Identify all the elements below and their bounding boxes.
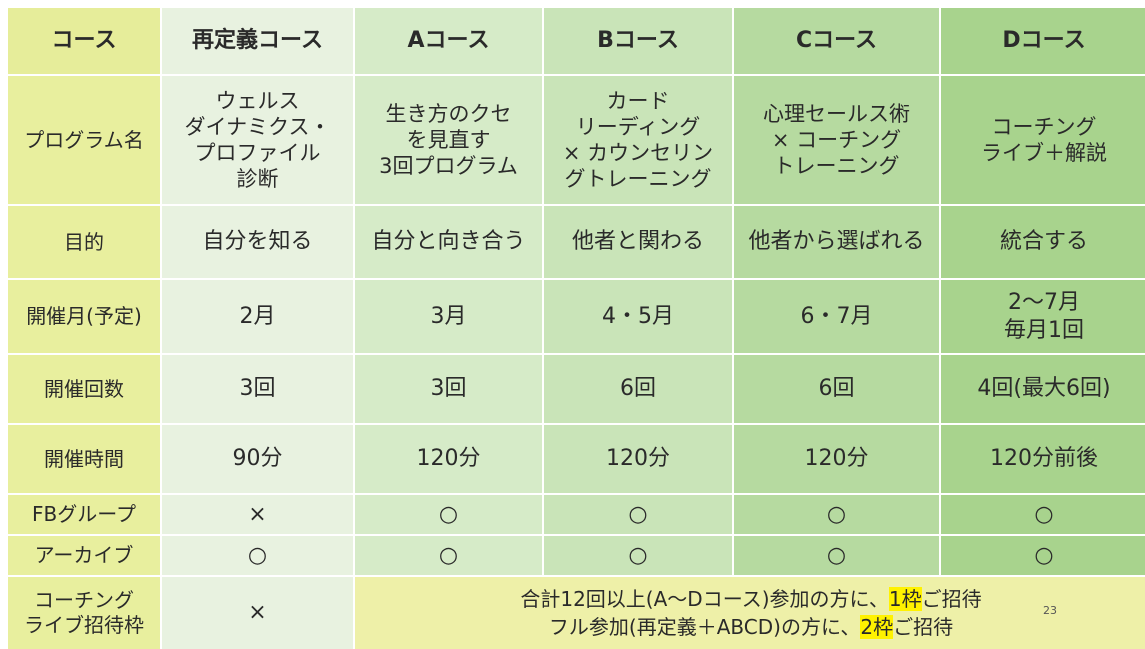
duration-redefine: 90分 — [162, 425, 353, 493]
row-label-fb-group: FBグループ — [8, 495, 160, 534]
header-d-course: Dコース — [941, 8, 1145, 74]
invite-redefine: × — [162, 577, 353, 649]
archive-d: ○ — [941, 536, 1145, 575]
invite-line-2-text: フル参加(再定義＋ABCD)の方に、 — [548, 615, 861, 639]
header-b-course: Bコース — [544, 8, 732, 74]
program-name-c: 心理セールス術 × コーチング トレーニング — [734, 76, 939, 204]
sessions-c: 6回 — [734, 355, 939, 423]
purpose-redefine: 自分を知る — [162, 206, 353, 278]
archive-redefine: ○ — [162, 536, 353, 575]
archive-c: ○ — [734, 536, 939, 575]
invite-line-1-text: 合計12回以上(A〜Dコース)参加の方に、 — [520, 587, 889, 611]
header-redefine-course: 再定義コース — [162, 8, 353, 74]
invite-line-2-suffix: ご招待 — [893, 615, 954, 639]
program-name-redefine: ウェルス ダイナミクス・ プロファイル 診断 — [162, 76, 353, 204]
month-a: 3月 — [355, 280, 542, 353]
sessions-a: 3回 — [355, 355, 542, 423]
sessions-d: 4回(最大6回) — [941, 355, 1145, 423]
row-label-coaching-invite: コーチング ライブ招待枠 — [8, 577, 160, 649]
month-c: 6・7月 — [734, 280, 939, 353]
purpose-c: 他者から選ばれる — [734, 206, 939, 278]
purpose-a: 自分と向き合う — [355, 206, 542, 278]
purpose-b: 他者と関わる — [544, 206, 732, 278]
invite-two-slot-highlight: 2枠 — [860, 615, 894, 639]
month-redefine: 2月 — [162, 280, 353, 353]
duration-d: 120分前後 — [941, 425, 1145, 493]
row-label-purpose: 目的 — [8, 206, 160, 278]
header-course-label: コース — [8, 8, 160, 74]
duration-c: 120分 — [734, 425, 939, 493]
month-b: 4・5月 — [544, 280, 732, 353]
header-a-course: Aコース — [355, 8, 542, 74]
fb-group-c: ○ — [734, 495, 939, 534]
duration-a: 120分 — [355, 425, 542, 493]
fb-group-a: ○ — [355, 495, 542, 534]
row-label-archive: アーカイブ — [8, 536, 160, 575]
program-name-d: コーチング ライブ＋解説 — [941, 76, 1145, 204]
row-label-duration: 開催時間 — [8, 425, 160, 493]
course-comparison-table: コース 再定義コース Aコース Bコース Cコース Dコース プログラム名 ウェ… — [8, 8, 1145, 649]
sessions-redefine: 3回 — [162, 355, 353, 423]
invite-line-1-suffix: ご招待 — [921, 587, 982, 611]
row-label-session-count: 開催回数 — [8, 355, 160, 423]
page-number: 23 — [1043, 604, 1057, 617]
fb-group-redefine: × — [162, 495, 353, 534]
sessions-b: 6回 — [544, 355, 732, 423]
header-c-course: Cコース — [734, 8, 939, 74]
program-name-a: 生き方のクセ を見直す 3回プログラム — [355, 76, 542, 204]
duration-b: 120分 — [544, 425, 732, 493]
purpose-d: 統合する — [941, 206, 1145, 278]
invite-line-2: フル参加(再定義＋ABCD)の方に、2枠ご招待 — [549, 613, 953, 641]
invite-line-1: 合計12回以上(A〜Dコース)参加の方に、1枠ご招待 — [520, 585, 982, 613]
invite-details: 合計12回以上(A〜Dコース)参加の方に、1枠ご招待 フル参加(再定義＋ABCD… — [355, 577, 1145, 649]
program-name-b: カード リーディング × カウンセリン グトレーニング — [544, 76, 732, 204]
fb-group-d: ○ — [941, 495, 1145, 534]
fb-group-b: ○ — [544, 495, 732, 534]
archive-b: ○ — [544, 536, 732, 575]
row-label-schedule-month: 開催月(予定) — [8, 280, 160, 353]
row-label-program-name: プログラム名 — [8, 76, 160, 204]
invite-one-slot-highlight: 1枠 — [888, 587, 922, 611]
archive-a: ○ — [355, 536, 542, 575]
month-d: 2〜7月 毎月1回 — [941, 280, 1145, 353]
